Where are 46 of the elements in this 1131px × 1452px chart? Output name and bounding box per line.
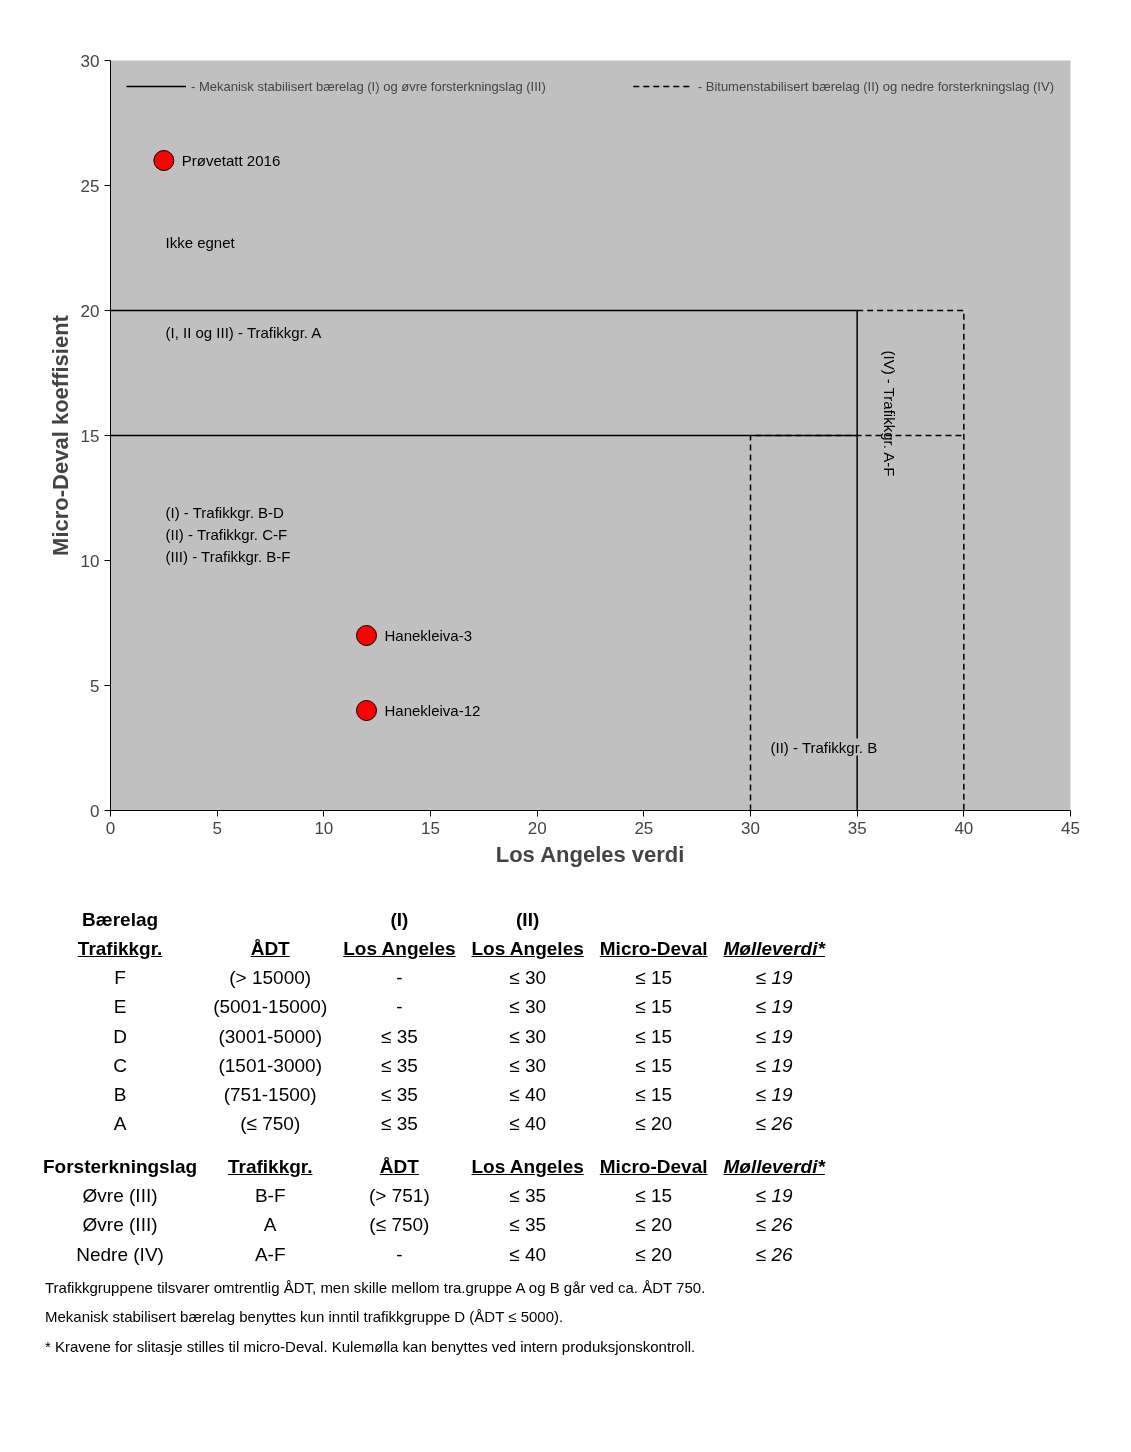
text: Mekanisk stabilisert bærelag benyttes kun inntil trafikkgruppe D (ÅDT ≤ 5000). bbox=[45, 1307, 565, 1328]
y-tick-label: 25 bbox=[80, 176, 100, 196]
x-tick-label: 5 bbox=[212, 818, 222, 838]
text: * Kravene for slitasje stilles til micro-Deval. Kulemølla kan benyttes ved intern produksjonskontroll. bbox=[45, 1336, 697, 1357]
x-tick-label: 0 bbox=[105, 818, 116, 838]
x-tick-label: 30 bbox=[741, 818, 760, 838]
y-tick-label: 30 bbox=[80, 51, 100, 71]
text: C (1501-3000) ≤ 35 ≤ 30 ≤ 15 ≤ 19 bbox=[113, 1054, 793, 1076]
annotation: (II) - Trafikkgr. B bbox=[770, 738, 878, 756]
y-tick-label: 5 bbox=[90, 676, 100, 696]
y-tick-label: 20 bbox=[80, 301, 100, 321]
text: B (751-1500) ≤ 35 ≤ 40 ≤ 15 ≤ 19 bbox=[113, 1083, 793, 1105]
text: Trafikkgr. ÅDT Los Angeles Los Angeles Micro-Deval Mølleverdi* bbox=[77, 938, 825, 960]
annotation: Hanekleiva-3 bbox=[384, 626, 473, 644]
text: D (3001-5000) ≤ 35 ≤ 30 ≤ 15 ≤ 19 bbox=[113, 1025, 793, 1047]
annotation: Ikke egnet bbox=[165, 233, 236, 251]
annotation: (IV) - Trafikkgr. A-F bbox=[880, 350, 898, 477]
text: Bærelag (I) (II) bbox=[82, 909, 540, 930]
text: Trafikkgruppene tilsvarer omtrentlig ÅDT, men skille mellom tra.gruppe A og B går ved ca. ÅDT 750. bbox=[45, 1277, 707, 1298]
y-tick-label: 15 bbox=[80, 426, 100, 446]
y-axis-title: Micro-Deval koeffisient bbox=[47, 314, 73, 556]
text: A (≤ 750) ≤ 35 ≤ 40 ≤ 20 ≤ 26 bbox=[113, 1112, 793, 1134]
text: Øvre (III) A (≤ 750) ≤ 35 ≤ 20 ≤ 26 bbox=[82, 1214, 793, 1236]
annotation: Hanekleiva-12 bbox=[384, 701, 481, 719]
text: Forsterkningslag Trafikkgr. ÅDT Los Angeles Micro-Deval Mølleverdi* bbox=[43, 1156, 825, 1178]
text: Nedre (IV) A-F - ≤ 40 ≤ 20 ≤ 26 bbox=[76, 1243, 793, 1265]
y-tick-label: 10 bbox=[80, 551, 100, 571]
x-tick-label: 45 bbox=[1061, 818, 1080, 838]
legend-label: - Bitumenstabilisert bærelag (II) og nedre forsterkningslag (IV) bbox=[697, 78, 1054, 94]
annotation: (I) - Trafikkgr. B-D bbox=[165, 503, 284, 521]
x-tick-label: 25 bbox=[634, 818, 654, 838]
text: F (> 15000) - ≤ 30 ≤ 15 ≤ 19 bbox=[114, 967, 793, 989]
x-tick-label: 10 bbox=[314, 818, 334, 838]
x-tick-label: 40 bbox=[954, 818, 974, 838]
text: Øvre (III) B-F (> 751) ≤ 35 ≤ 15 ≤ 19 bbox=[82, 1185, 793, 1207]
annotation: (II) - Trafikkgr. C-F bbox=[165, 525, 288, 543]
x-tick-label: 20 bbox=[527, 818, 547, 838]
y-tick-label: 0 bbox=[90, 801, 100, 821]
text: E (5001-15000) - ≤ 30 ≤ 15 ≤ 19 bbox=[113, 996, 793, 1018]
annotation: (III) - Trafikkgr. B-F bbox=[165, 547, 291, 565]
annotation: Prøvetatt 2016 bbox=[181, 151, 281, 169]
legend-label: - Mekanisk stabilisert bærelag (I) og øvre forsterkningslag (III) bbox=[191, 78, 546, 94]
annotation: (I, II og III) - Trafikkgr. A bbox=[165, 323, 322, 341]
x-axis-title: Los Angeles verdi bbox=[495, 841, 685, 867]
x-tick-label: 35 bbox=[847, 818, 867, 838]
x-tick-label: 15 bbox=[421, 818, 440, 838]
